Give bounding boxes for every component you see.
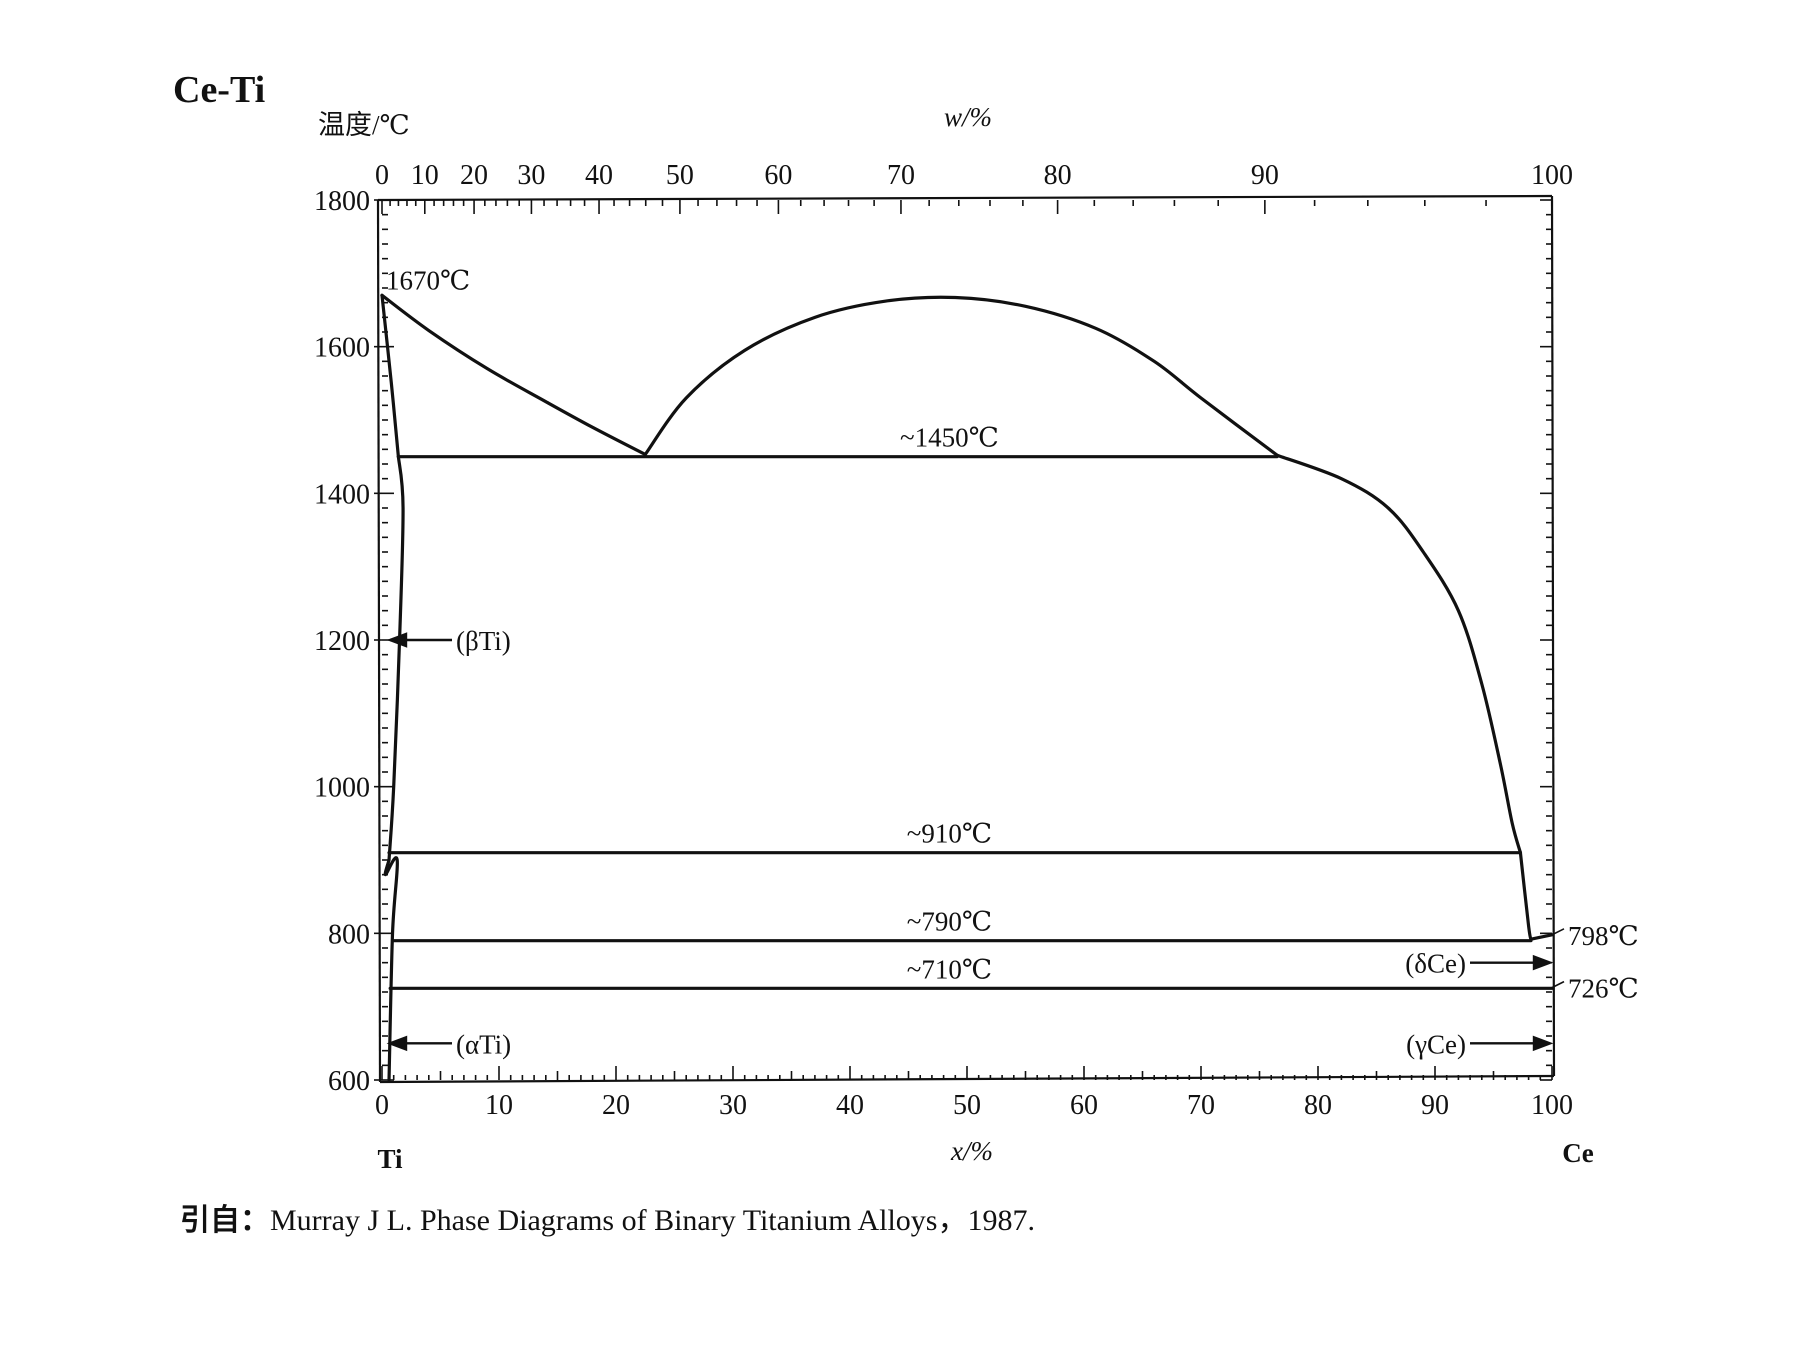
phase-arrowhead <box>386 1035 408 1052</box>
phase-label: (δCe) <box>1405 949 1466 979</box>
y-tick-label: 1200 <box>314 626 370 657</box>
x-tick-label: 100 <box>1531 1090 1573 1121</box>
x-tick-label: 90 <box>1421 1090 1449 1121</box>
curve-ti-beta-solvus <box>387 455 405 862</box>
x-tick-label: 30 <box>719 1090 747 1121</box>
y-tick-label: 1600 <box>314 333 370 364</box>
x-tick-label: 60 <box>1070 1090 1098 1121</box>
top-tick-label: 70 <box>887 160 915 191</box>
isotherm-lines: ~1450℃ ~910℃ ~790℃ ~710℃ <box>387 423 1554 990</box>
phase-arrowhead <box>1532 954 1554 971</box>
x-tick-label: 80 <box>1304 1090 1332 1121</box>
temperature-annotation: 726℃ <box>1568 974 1639 1004</box>
top-tick-label: 80 <box>1044 160 1072 191</box>
temperature-annotations: 1670℃ 798℃ 726℃ <box>386 265 1639 1003</box>
phase-labels: (βTi) (αTi) (δCe) (γCe) <box>386 626 1554 1059</box>
phase-arrowhead <box>386 632 408 648</box>
curve-ce-end <box>1529 933 1554 941</box>
annotation-leader <box>1551 980 1565 989</box>
curve-ti-alpha-boundary <box>383 856 400 1082</box>
top-tick-label: 10 <box>411 160 439 191</box>
y-axis-title: 温度/℃ <box>318 110 410 140</box>
x-tick-label: 40 <box>836 1090 864 1121</box>
temperature-annotation: 1670℃ <box>386 265 470 295</box>
x-tick-label: 20 <box>602 1090 630 1121</box>
temperature-annotation: 798℃ <box>1568 921 1639 951</box>
phase-arrowhead <box>1532 1035 1554 1052</box>
curve-liquidus-ce-side <box>1275 453 1523 855</box>
curve-ce-bcc-solvus <box>1518 851 1533 941</box>
phase-label: (βTi) <box>456 626 511 656</box>
axis-ticks <box>374 199 1553 1081</box>
x-tick-label: 0 <box>375 1090 389 1121</box>
top-tick-label: 20 <box>460 160 488 191</box>
isotherm-label: ~910℃ <box>907 819 992 849</box>
plot-frame <box>376 194 1556 1084</box>
top-tick-label: 40 <box>585 160 613 191</box>
curve-miscibility-gap <box>643 295 1279 457</box>
top-axis-title: w/% <box>944 102 992 132</box>
y-tick-label: 600 <box>328 1066 370 1097</box>
diagram-title: Ce-Ti <box>173 69 265 111</box>
right-element-label: Ce <box>1562 1138 1593 1168</box>
top-tick-label: 100 <box>1531 160 1573 191</box>
phase-label: (γCe) <box>1406 1029 1466 1059</box>
citation: 引自：Murray J L. Phase Diagrams of Binary … <box>180 1204 1035 1237</box>
y-tick-label: 1800 <box>314 186 370 217</box>
annotation-leader <box>1551 928 1565 936</box>
isotherm-label: ~790℃ <box>907 907 992 937</box>
x-tick-label: 50 <box>953 1090 981 1121</box>
y-tick-label: 1400 <box>314 479 370 510</box>
curve-ti-solidus <box>380 293 400 459</box>
left-element-label: Ti <box>377 1144 403 1174</box>
phase-label: (αTi) <box>456 1029 511 1059</box>
bottom-axis-title: x/% <box>950 1136 993 1166</box>
top-tick-label: 30 <box>517 160 545 191</box>
curve-liquidus-ti-side <box>380 293 647 457</box>
isotherm-label: ~710℃ <box>907 954 992 984</box>
isotherm-label: ~1450℃ <box>900 423 999 453</box>
top-tick-label: 0 <box>375 160 389 191</box>
x-tick-label: 70 <box>1187 1090 1215 1121</box>
top-tick-label: 60 <box>764 160 792 191</box>
citation-prefix: 引自 <box>180 1204 240 1237</box>
top-tick-label: 50 <box>666 160 694 191</box>
x-tick-label: 10 <box>485 1090 513 1121</box>
citation-text: Murray J L. Phase Diagrams of Binary Tit… <box>270 1204 1035 1237</box>
y-tick-label: 800 <box>328 919 370 950</box>
top-tick-label: 90 <box>1251 160 1279 191</box>
y-tick-label: 1000 <box>314 773 370 804</box>
